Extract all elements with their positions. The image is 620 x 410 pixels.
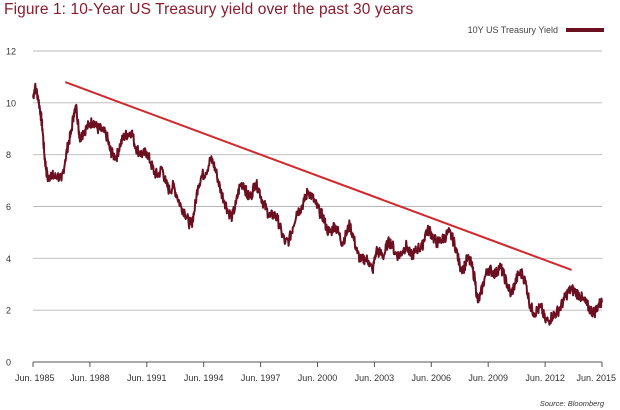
tick-layer: 0 2 4 6 8 10 12 Jun. 1985 Jun. 1988 Jun. 1991 Jun.…: [6, 47, 616, 384]
series-line-10y-yield: [32, 82, 603, 326]
x-tick-label: Jun. 2012: [525, 373, 565, 383]
y-tick-label: 12: [6, 47, 16, 57]
y-tick-label: 10: [6, 98, 16, 108]
figure-title: Figure 1: 10-Year US Treasury yield over…: [4, 1, 414, 18]
x-tick-label: Jun. 1988: [70, 373, 110, 383]
x-tick-label: Jun. 1997: [241, 373, 281, 383]
grid-layer: [33, 50, 602, 363]
y-tick-label: 8: [6, 150, 11, 160]
y-tick-label: 6: [6, 202, 11, 212]
x-tick-label: Jun. 2000: [298, 373, 338, 383]
x-tick-label: Jun. 1991: [127, 373, 167, 383]
x-tick-label: Jun. 2003: [355, 373, 395, 383]
x-tick-label: Jun. 1985: [15, 373, 55, 383]
series-layer: [32, 81, 603, 326]
source-note: Source: Bloomberg: [539, 399, 604, 408]
x-tick-label: Jun. 2009: [468, 373, 508, 383]
x-tick-label: Jun. 2006: [412, 373, 452, 383]
legend-swatch: [566, 28, 604, 32]
legend-label: 10Y US Treasury Yield: [467, 25, 558, 35]
chart-legend: 10Y US Treasury Yield: [468, 25, 604, 35]
x-tick-label: Jun. 1994: [184, 373, 224, 383]
y-tick-label: 4: [6, 254, 11, 264]
trend-line: [64, 81, 573, 271]
y-tick-label: 0: [6, 358, 11, 368]
y-tick-label: 2: [6, 306, 11, 316]
x-tick-label: Jun. 2015: [576, 373, 616, 383]
